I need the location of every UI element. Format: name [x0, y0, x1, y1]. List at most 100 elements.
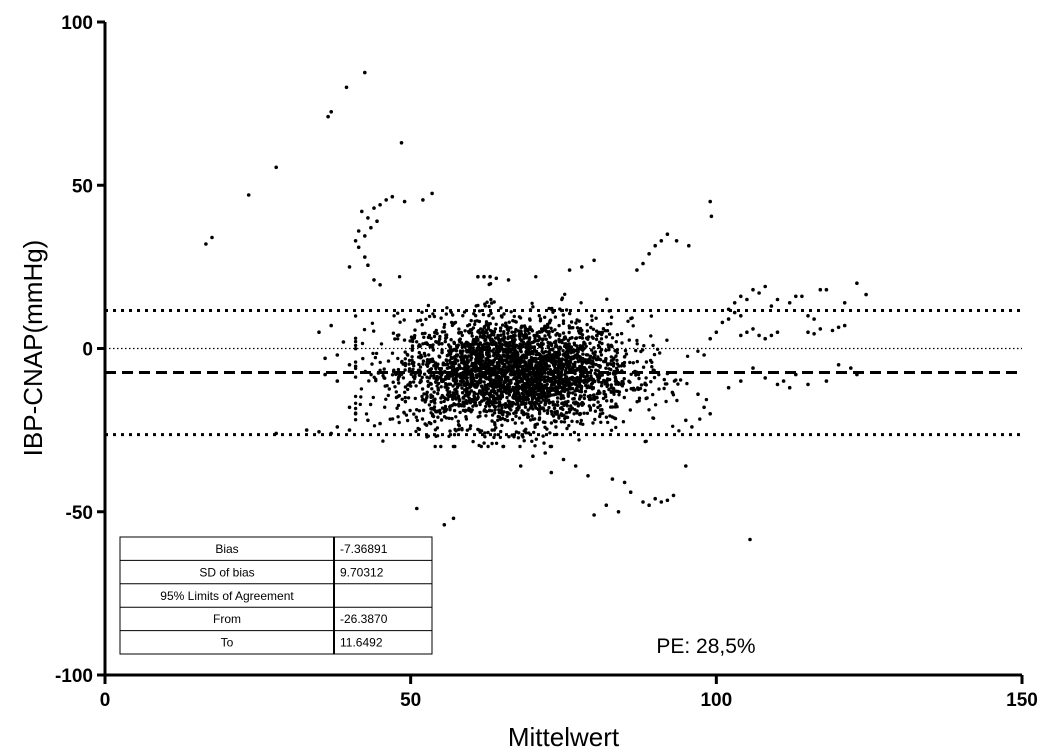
data-point	[486, 363, 490, 368]
data-point	[438, 334, 442, 339]
data-point	[556, 403, 560, 407]
data-point	[460, 333, 464, 338]
data-point	[472, 342, 477, 346]
data-point	[509, 350, 513, 354]
data-point	[397, 333, 401, 337]
pe-annotation: PE: 28,5%	[656, 635, 755, 658]
data-point	[538, 376, 543, 381]
data-point	[522, 402, 527, 406]
data-point	[513, 334, 517, 338]
data-point	[465, 379, 469, 383]
data-point	[410, 348, 414, 352]
data-point	[586, 384, 590, 388]
data-point	[468, 424, 473, 428]
data-point	[622, 377, 626, 381]
data-point	[353, 336, 358, 340]
data-point	[462, 355, 466, 360]
data-point	[347, 363, 352, 367]
data-point	[605, 362, 610, 366]
data-point	[580, 364, 584, 369]
data-point	[391, 331, 396, 335]
data-point	[506, 328, 511, 333]
data-point	[518, 346, 523, 351]
data-point	[378, 283, 382, 287]
data-point	[450, 416, 454, 421]
data-point	[478, 390, 482, 394]
data-point	[397, 381, 401, 385]
data-point	[477, 443, 481, 448]
data-point	[573, 353, 578, 358]
data-point	[555, 400, 560, 404]
data-point	[484, 358, 488, 362]
data-point	[534, 353, 538, 357]
data-point	[347, 428, 352, 432]
data-point	[442, 399, 446, 404]
data-point	[400, 397, 404, 401]
data-point	[653, 403, 658, 407]
data-point	[607, 387, 611, 392]
data-point	[639, 383, 644, 387]
data-point	[787, 385, 792, 390]
data-point	[513, 330, 517, 334]
data-point	[635, 268, 639, 272]
data-point	[412, 336, 417, 340]
data-point	[526, 408, 530, 412]
data-point	[432, 390, 436, 394]
data-point	[575, 326, 580, 330]
data-point	[527, 331, 531, 335]
data-point	[614, 354, 618, 358]
data-point	[471, 326, 476, 330]
data-point	[390, 417, 395, 421]
data-point	[644, 439, 648, 443]
data-point	[787, 301, 792, 305]
data-point	[489, 341, 493, 346]
data-point	[443, 339, 447, 344]
data-point	[491, 402, 495, 407]
data-point	[384, 198, 389, 202]
data-point	[427, 420, 431, 425]
data-point	[512, 314, 516, 319]
stats-table-label: From	[213, 612, 241, 626]
stats-table-value: 9.70312	[340, 565, 384, 579]
data-point	[420, 398, 425, 402]
data-point	[437, 342, 441, 346]
data-point	[546, 325, 550, 329]
data-point	[423, 400, 427, 404]
data-point	[471, 349, 475, 353]
data-point	[482, 396, 486, 400]
data-point	[575, 420, 579, 424]
data-point	[494, 441, 499, 445]
data-point	[499, 326, 503, 330]
data-point	[522, 374, 526, 379]
data-point	[745, 330, 749, 335]
data-point	[530, 439, 534, 443]
data-point	[400, 359, 404, 364]
data-point	[353, 314, 358, 318]
data-point	[535, 383, 539, 387]
data-point	[506, 326, 510, 330]
data-point	[361, 356, 365, 361]
data-point	[622, 480, 627, 485]
data-point	[662, 386, 666, 391]
data-point	[675, 398, 679, 403]
data-point	[585, 411, 590, 415]
data-point	[386, 359, 391, 363]
data-point	[415, 418, 419, 423]
data-point	[363, 70, 367, 75]
data-point	[561, 331, 566, 335]
data-point	[423, 354, 427, 358]
data-point	[498, 417, 503, 421]
data-point	[414, 429, 418, 434]
x-tick-label: 100	[700, 690, 732, 711]
data-point	[415, 506, 419, 511]
data-point	[621, 420, 626, 424]
data-point	[335, 353, 340, 357]
data-point	[567, 364, 571, 369]
data-point	[488, 384, 492, 388]
data-point	[578, 421, 583, 426]
data-point	[635, 342, 639, 346]
data-point	[490, 419, 494, 423]
data-point	[651, 392, 655, 397]
data-point	[469, 379, 473, 384]
data-point	[651, 343, 655, 348]
